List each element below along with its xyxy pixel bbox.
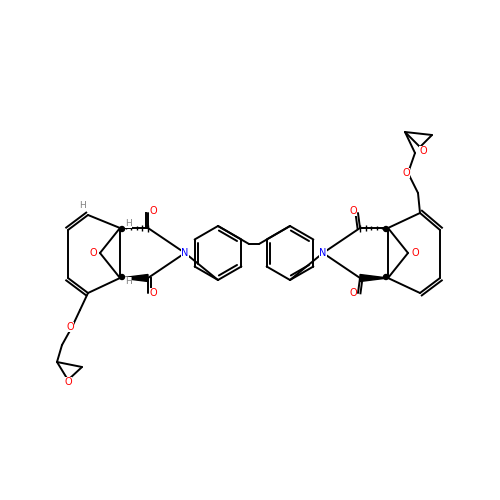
- Circle shape: [120, 226, 124, 232]
- Text: N: N: [182, 248, 188, 258]
- Text: H: H: [80, 200, 86, 209]
- Text: O: O: [149, 288, 157, 298]
- Text: O: O: [411, 248, 419, 258]
- Circle shape: [384, 226, 388, 232]
- Text: O: O: [89, 248, 97, 258]
- Text: O: O: [66, 322, 74, 332]
- Text: H: H: [124, 218, 132, 228]
- Text: O: O: [349, 206, 357, 216]
- Circle shape: [384, 274, 388, 280]
- Polygon shape: [360, 274, 388, 281]
- Text: O: O: [419, 146, 427, 156]
- Text: O: O: [402, 168, 410, 178]
- Text: O: O: [149, 206, 157, 216]
- Polygon shape: [120, 274, 148, 281]
- Text: O: O: [349, 288, 357, 298]
- Text: O: O: [64, 377, 72, 387]
- Text: N: N: [320, 248, 326, 258]
- Circle shape: [120, 274, 124, 280]
- Text: H: H: [124, 278, 132, 286]
